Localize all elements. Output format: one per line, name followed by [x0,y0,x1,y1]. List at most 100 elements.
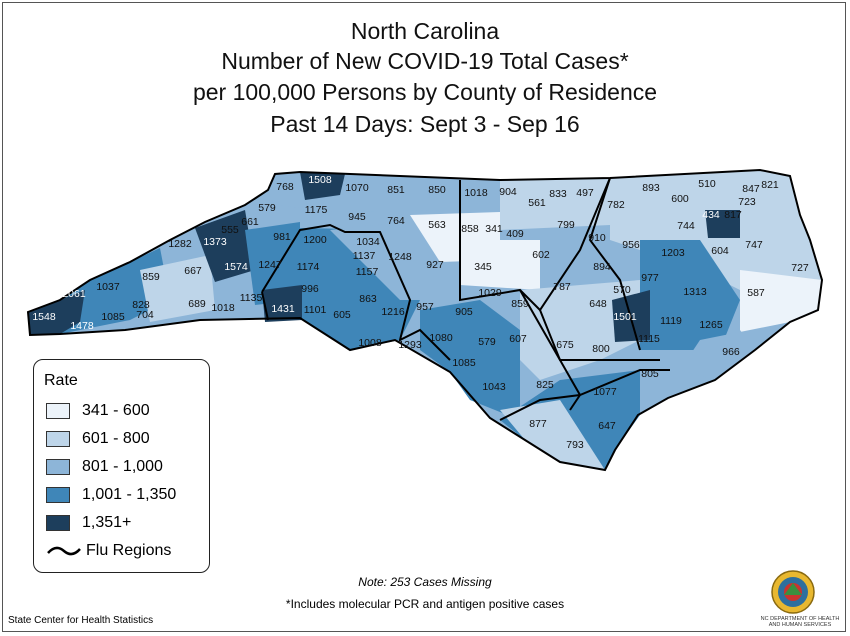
county-value-label: 1018 [211,302,235,314]
legend-swatch-3 [46,459,70,475]
county-value-label: 1008 [358,337,382,349]
county-value-label: 1200 [303,234,327,246]
legend-row-4: 1,001 - 1,350 [46,484,176,506]
flu-region-line-4 [539,309,582,411]
county-value-label: 828 [132,299,150,311]
zone-mountain-dark [195,210,255,282]
county-value-label: 1018 [464,187,488,199]
county-value-label: 927 [426,259,444,271]
county-value-label: 2061 [62,288,86,300]
zone-southeast-coast [680,322,790,380]
zone-triangle-light [460,240,540,290]
county-value-label: 1157 [356,266,379,278]
county-value-label: 957 [416,301,434,313]
county-value-label: 1247 [258,259,282,271]
zone-west-dark [28,290,85,335]
county-value-label: 863 [359,293,377,305]
county-value-label: 904 [499,186,517,198]
legend-swatch-2 [46,431,70,447]
zone-northern-tier [500,178,610,230]
county-value-label: 805 [641,368,659,380]
county-value-label: 977 [641,272,659,284]
county-value-label: 1431 [271,303,295,315]
flu-region-boundaries [261,177,670,421]
county-value-label: 1265 [699,319,723,331]
legend-swatch-1 [46,403,70,419]
county-value-label: 893 [642,182,660,194]
flu-region-line-3 [459,177,611,312]
legend-label-4: 1,001 - 1,350 [82,486,177,503]
flu-region-line-1 [261,291,269,321]
county-value-label: 799 [557,219,575,231]
county-value-label: 768 [276,181,294,193]
county-value-label: 1174 [297,261,320,273]
county-value-label: 605 [333,309,351,321]
flu-region-line-6 [499,369,670,421]
county-value-label: 996 [301,283,319,295]
county-value-label: 723 [738,196,756,208]
zone-ne-dark [705,210,740,238]
county-value-label: 607 [509,333,527,345]
county-value-label: 894 [593,261,611,273]
zone-mountain-light [140,255,215,322]
county-value-label: 851 [387,184,405,196]
flu-region-line-icon [47,546,81,556]
county-value-label: 847 [742,183,760,195]
zone-dark-nw [300,172,345,200]
county-value-label: 747 [745,239,763,251]
state-outline [26,168,824,472]
legend-label-2: 601 - 800 [82,430,150,447]
map-title-line2: Number of New COVID-19 Total Cases* [221,48,629,74]
legend-row-2: 601 - 800 [46,428,150,450]
county-value-label: 850 [428,184,446,196]
county-value-label: 1574 [224,261,248,273]
county-value-label: 825 [536,379,554,391]
zone-charlotte-dark [262,285,302,322]
missing-cases-note: Note: 253 Cases Missing [358,575,492,589]
county-value-label: 905 [455,306,473,318]
dhhs-wordmark: NC DEPARTMENT OF HEALTH AND HUMAN SERVIC… [760,616,840,628]
county-value-label: 859 [511,298,529,310]
legend-label-regions: Flu Regions [86,542,172,559]
map-title-line1: North Carolina [350,18,500,44]
legend-label-3: 801 - 1,000 [82,458,163,475]
zone-east-core [640,240,740,350]
county-value-label: 1034 [356,236,380,248]
county-value-label: 497 [576,187,594,199]
county-value-label: 1029 [478,287,502,299]
legend-swatch-5 [46,515,70,531]
county-value-label: 345 [474,261,492,273]
county-value-label: 859 [142,271,160,283]
footnote: *Includes molecular PCR and antigen posi… [285,597,565,611]
county-value-label: 1501 [613,311,637,323]
county-value-label: 579 [258,202,276,214]
county-value-label: 1248 [388,251,412,263]
county-value-label: 704 [136,309,154,321]
flu-region-line-2 [261,223,451,361]
county-value-label: 821 [761,179,779,191]
county-value-label: 1077 [593,386,617,398]
legend-row-5: 1,351+ [46,512,131,534]
legend-label-1: 341 - 600 [82,402,150,419]
county-value-label: 1548 [32,311,56,323]
legend-row-regions: Flu Regions [46,540,171,562]
county-value-label: 341 [485,223,503,235]
county-value-label: 1478 [70,320,94,332]
county-value-label: 1293 [398,339,422,351]
county-value-label: 1373 [203,236,227,248]
county-value-label: 833 [549,188,567,200]
legend-swatch-4 [46,487,70,503]
county-value-label: 1203 [661,247,685,259]
county-value-label: 689 [188,298,206,310]
county-value-label: 648 [589,298,607,310]
county-value-label: 1216 [381,306,405,318]
county-value-label: 910 [588,232,606,244]
county-value-label: 561 [528,197,546,209]
legend-title: Rate [44,372,78,389]
nc-dhhs-seal-logo [771,570,815,614]
map-title-line3: per 100,000 Persons by County of Residen… [192,79,658,105]
county-value-label: 1080 [429,332,453,344]
county-value-label: 563 [428,219,446,231]
